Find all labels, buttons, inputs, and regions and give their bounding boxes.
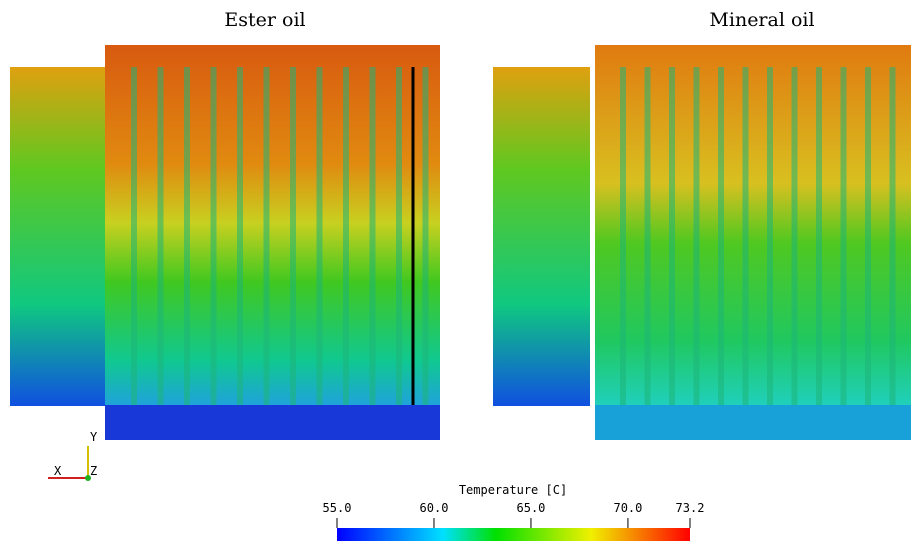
panel-title: Ester oil: [224, 9, 305, 31]
tick-label: 70.0: [613, 501, 642, 515]
fin: [767, 67, 773, 405]
colorbar: [337, 528, 690, 541]
inlet: [10, 67, 105, 406]
fin: [620, 67, 626, 405]
fin: [369, 67, 376, 405]
fin: [316, 67, 323, 405]
fin: [396, 67, 402, 405]
fin: [669, 67, 675, 405]
tick-label: 73.2: [676, 501, 705, 515]
panel-title: Mineral oil: [709, 9, 814, 31]
tick-label: 65.0: [517, 501, 546, 515]
fin: [131, 67, 137, 405]
fin: [157, 67, 164, 405]
fin: [237, 67, 243, 405]
fin: [644, 67, 651, 405]
fin: [742, 67, 749, 405]
domain: [105, 45, 440, 440]
axis-label: Z: [90, 464, 97, 478]
fin: [290, 67, 296, 405]
fin: [791, 67, 798, 405]
fin: [865, 67, 871, 405]
inlet: [493, 67, 590, 406]
fin: [422, 67, 429, 405]
tick-label: 60.0: [420, 501, 449, 515]
fins: [131, 67, 896, 405]
fin: [693, 67, 700, 405]
fin: [184, 67, 190, 405]
fin: [718, 67, 724, 405]
bottom: [595, 405, 911, 440]
bottom: [105, 405, 440, 440]
fin: [263, 67, 270, 405]
axis-label: X: [54, 464, 62, 478]
colorbar-title: Temperature [C]: [459, 483, 567, 497]
axis-label: Y: [90, 430, 98, 444]
fin: [889, 67, 896, 405]
tick-label: 55.0: [323, 501, 352, 515]
fin: [210, 67, 217, 405]
axes-triad: Y X Z: [48, 430, 98, 481]
fin: [343, 67, 349, 405]
fin: [816, 67, 822, 405]
domain: [595, 45, 911, 440]
fin: [840, 67, 847, 405]
